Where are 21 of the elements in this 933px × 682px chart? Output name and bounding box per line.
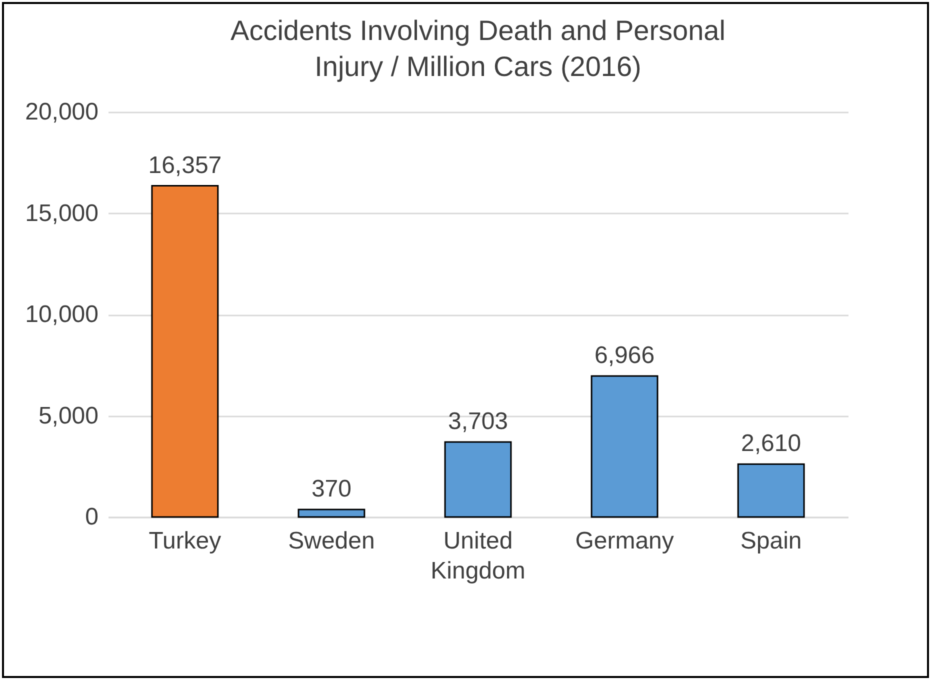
bar: [737, 463, 805, 518]
bar: [298, 508, 366, 518]
x-tick-label: Sweden: [288, 528, 375, 554]
y-tick-label: 20,000: [25, 98, 98, 126]
data-label: 3,703: [448, 408, 508, 436]
x-tick-label: United Kingdom: [430, 528, 526, 584]
bar: [590, 375, 658, 518]
bar: [444, 441, 512, 518]
data-label: 370: [311, 476, 352, 503]
y-tick-label: 15,000: [25, 200, 98, 227]
data-label: 6,966: [594, 342, 655, 369]
y-tick-label: 10,000: [25, 301, 98, 328]
x-tick-label: Turkey: [148, 528, 222, 554]
data-label: 16,357: [148, 152, 222, 179]
x-tick-label: Spain: [740, 528, 802, 554]
data-label: 2,610: [741, 430, 802, 458]
y-tick-label: 5,000: [38, 402, 98, 430]
chart-title: Accidents Involving Death and Personal Injury / Million Cars (2016): [230, 15, 726, 82]
x-tick-label: Germany: [575, 528, 674, 554]
bar: [151, 185, 219, 518]
y-tick-label: 0: [85, 504, 98, 530]
